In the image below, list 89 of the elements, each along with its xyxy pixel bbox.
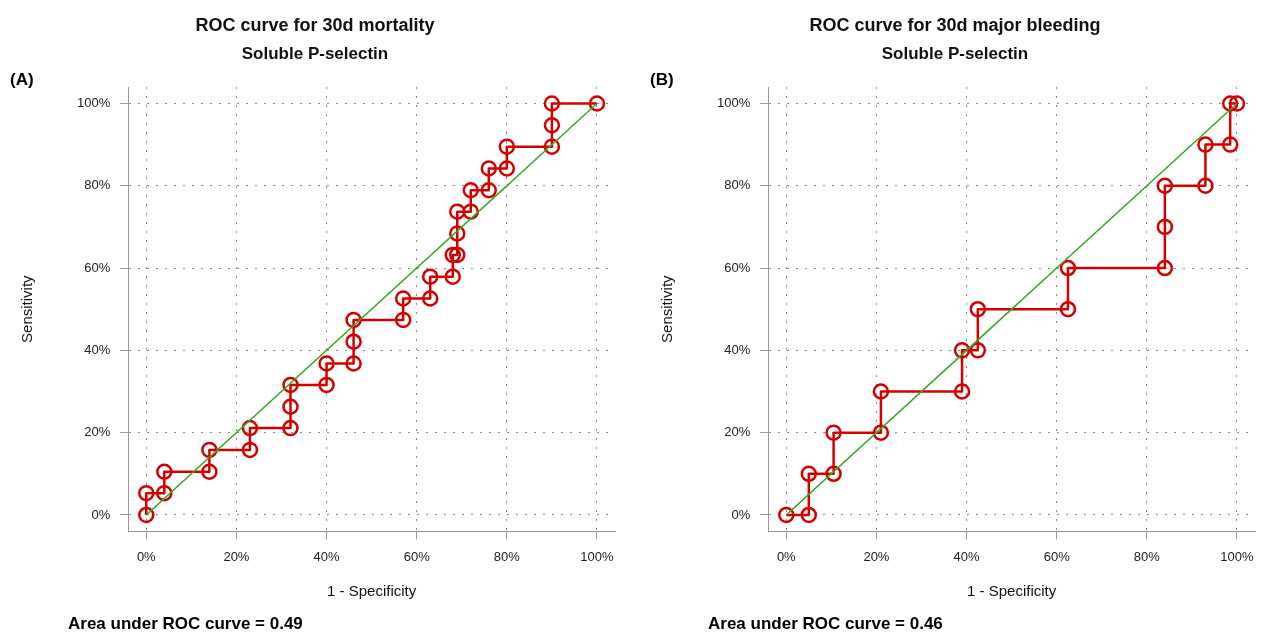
point — [345, 333, 362, 350]
point — [449, 246, 466, 264]
point — [156, 484, 173, 502]
x-tick-label: 40% — [313, 548, 340, 564]
y-tick-label: 40% — [84, 341, 111, 357]
point — [1221, 95, 1239, 112]
x-tick-label: 100% — [1220, 548, 1255, 564]
point — [825, 465, 842, 483]
point — [282, 398, 299, 415]
x-axis-title: 1 - Specificity — [967, 582, 1057, 600]
x-tick-label: 60% — [1043, 548, 1071, 564]
x-tick-label: 40% — [953, 548, 980, 564]
point — [498, 160, 516, 177]
point — [498, 138, 516, 155]
point — [449, 203, 466, 220]
x-tick-label: 80% — [1133, 548, 1161, 564]
x-tick-label: 20% — [223, 548, 250, 564]
point — [421, 290, 439, 307]
point — [543, 95, 561, 112]
text: (A) — [10, 70, 34, 90]
point — [969, 342, 987, 359]
point — [1228, 95, 1246, 112]
point — [480, 160, 498, 177]
y-tick-label: 100% — [717, 95, 751, 111]
point — [345, 355, 362, 372]
text: Area under ROC curve = 0.46 — [708, 614, 943, 634]
point — [462, 203, 480, 220]
point — [138, 484, 155, 502]
x-axis-title: 1 - Specificity — [327, 582, 417, 600]
x-tick-label: 0% — [776, 548, 797, 564]
point — [282, 419, 299, 437]
chart-subtitle: Soluble P-selectin — [881, 44, 1029, 64]
y-axis-title: Sensitivity — [658, 274, 676, 343]
point — [588, 95, 606, 112]
point — [1197, 177, 1214, 195]
y-tick-label: 40% — [724, 341, 751, 357]
x-tick-label: 0% — [136, 548, 157, 564]
point — [800, 465, 818, 483]
x-tick-label: 20% — [863, 548, 890, 564]
point — [1197, 136, 1214, 153]
y-tick-label: 80% — [84, 177, 111, 193]
point — [318, 355, 335, 372]
point — [462, 182, 480, 199]
point — [282, 376, 299, 394]
text: (B) — [650, 70, 674, 90]
y-tick-label: 0% — [731, 506, 751, 522]
point — [241, 441, 259, 459]
point — [1156, 259, 1174, 277]
y-tick-label: 0% — [91, 506, 111, 522]
point — [421, 268, 439, 285]
y-tick-label: 80% — [724, 177, 751, 193]
chart-subtitle: Soluble P-selectin — [241, 44, 389, 64]
point — [953, 342, 971, 359]
chart-title: ROC curve for 30d mortality — [195, 14, 435, 35]
point — [543, 117, 561, 134]
point — [1059, 300, 1077, 318]
y-axis-title: Sensitivity — [18, 274, 36, 343]
y-tick-label: 60% — [84, 259, 111, 275]
text: Area under ROC curve = 0.49 — [68, 614, 303, 634]
y-tick-label: 20% — [724, 424, 751, 440]
point — [1059, 259, 1077, 277]
point — [449, 225, 466, 242]
point — [156, 463, 173, 480]
point — [1156, 218, 1174, 236]
point — [543, 138, 561, 155]
y-tick-label: 20% — [84, 424, 111, 440]
x-tick-label: 100% — [580, 548, 615, 564]
point — [825, 424, 842, 441]
point — [201, 463, 218, 480]
point — [318, 376, 335, 394]
point — [1156, 177, 1174, 195]
point — [444, 246, 461, 264]
point — [1221, 136, 1239, 153]
chart-title: ROC curve for 30d major bleeding — [809, 14, 1101, 35]
point — [394, 311, 412, 329]
point — [480, 182, 498, 199]
point — [800, 506, 818, 524]
x-tick-label: 60% — [403, 548, 431, 564]
y-tick-label: 100% — [77, 95, 111, 111]
x-tick-label: 80% — [493, 548, 521, 564]
point — [872, 383, 890, 400]
point — [953, 383, 971, 400]
point — [969, 300, 987, 318]
point — [394, 290, 412, 307]
point — [872, 424, 890, 441]
point — [444, 268, 461, 285]
y-tick-label: 60% — [724, 259, 751, 275]
point — [138, 506, 155, 524]
point — [778, 506, 795, 524]
